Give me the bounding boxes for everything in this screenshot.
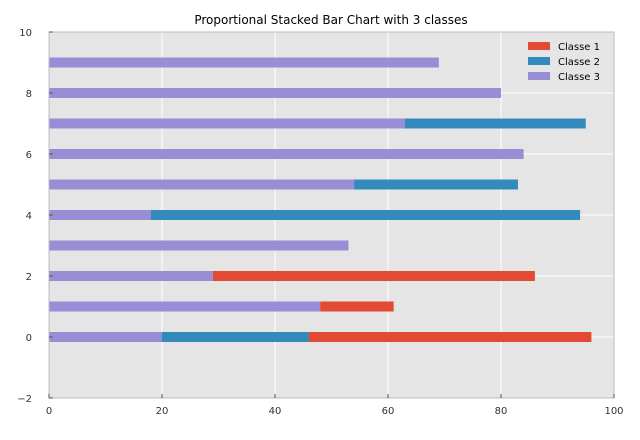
legend: Classe 1 Classe 2 Classe 3 xyxy=(528,42,600,83)
legend-swatch-classe-1 xyxy=(528,42,550,50)
bar-segment-classe-3 xyxy=(49,271,213,281)
bar-segment-classe-3 xyxy=(49,210,151,220)
x-tick-label: 80 xyxy=(495,406,508,417)
y-tick-label: 10 xyxy=(19,28,32,39)
bar-segment-classe-1 xyxy=(212,271,535,281)
bar-segment-classe-3 xyxy=(49,149,524,159)
chart-title: Proportional Stacked Bar Chart with 3 cl… xyxy=(194,13,467,27)
bar-segment-classe-3 xyxy=(49,88,501,98)
x-tick-label: 20 xyxy=(156,406,169,417)
bar-segment-classe-1 xyxy=(320,301,394,312)
plot-area: 0 20 40 60 80 100 −2 0 2 4 6 8 10 xyxy=(17,28,623,417)
y-tick-label: 4 xyxy=(26,211,32,222)
x-tick-label: 40 xyxy=(269,406,282,417)
bar-segment-classe-3 xyxy=(49,118,405,129)
legend-label: Classe 3 xyxy=(558,72,600,83)
bar-segment-classe-3 xyxy=(49,301,321,312)
bar-segment-classe-3 xyxy=(49,332,162,342)
y-tick-label: 6 xyxy=(26,150,32,161)
legend-swatch-classe-3 xyxy=(528,72,550,80)
bar-segment-classe-2 xyxy=(162,332,309,342)
legend-label: Classe 2 xyxy=(558,57,600,68)
bar-segment-classe-2 xyxy=(150,210,581,220)
y-tick-label: 2 xyxy=(26,272,32,283)
x-tick-label: 60 xyxy=(382,406,395,417)
bar-segment-classe-3 xyxy=(49,57,439,68)
bar-segment-classe-3 xyxy=(49,179,355,190)
bar-segment-classe-3 xyxy=(49,240,349,251)
x-tick-label: 100 xyxy=(604,406,623,417)
bar-segment-classe-2 xyxy=(404,118,586,129)
legend-swatch-classe-2 xyxy=(528,57,550,65)
x-tick-label: 0 xyxy=(46,406,52,417)
bar-segment-classe-2 xyxy=(354,179,518,190)
y-tick-label: 8 xyxy=(26,89,32,100)
y-tick-label: −2 xyxy=(17,394,32,405)
bar-segment-classe-1 xyxy=(308,332,592,342)
legend-label: Classe 1 xyxy=(558,42,600,53)
y-tick-label: 0 xyxy=(26,333,32,344)
